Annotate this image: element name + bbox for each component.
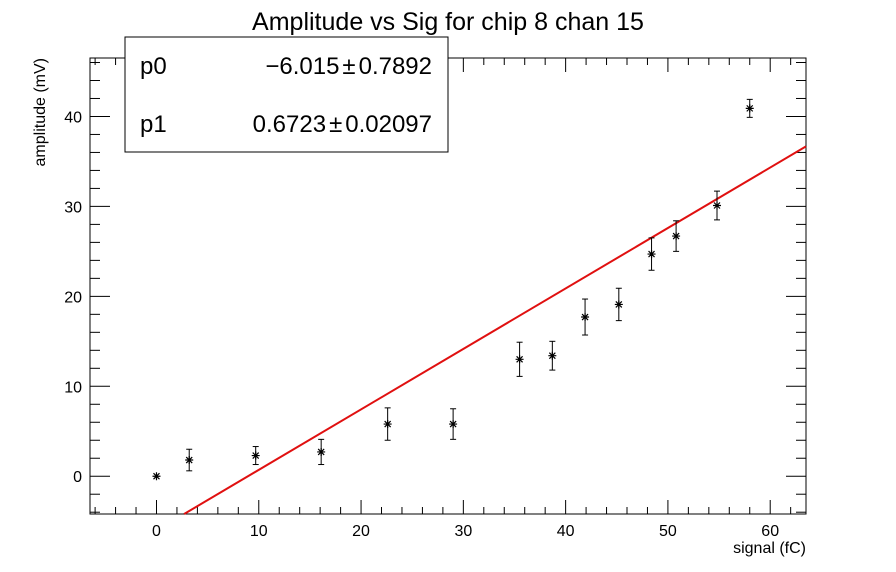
data-point (713, 190, 722, 221)
data-point (614, 287, 623, 322)
star-marker (614, 300, 623, 309)
star-marker (185, 456, 194, 465)
y-tick-label: 20 (64, 289, 82, 306)
x-tick-label: 60 (761, 523, 779, 540)
data-point (647, 237, 656, 271)
stats-p1-value: 0.6723 ±0.02097 (253, 111, 432, 138)
star-marker (515, 355, 524, 364)
x-tick-label: 40 (557, 523, 575, 540)
y-tick-label: 0 (73, 469, 82, 486)
data-point (515, 341, 524, 377)
y-tick-label: 40 (64, 109, 82, 126)
fit-layer (183, 145, 807, 515)
data-point (745, 98, 754, 118)
data-point (581, 298, 590, 336)
stats-p0-name: p0 (140, 53, 167, 80)
data-points (152, 98, 754, 481)
data-point (152, 472, 161, 481)
x-tick-label: 30 (454, 523, 472, 540)
star-marker (672, 232, 681, 241)
star-marker (317, 447, 326, 456)
star-marker (647, 250, 656, 259)
star-marker (581, 313, 590, 322)
data-point (672, 220, 681, 252)
data-point (548, 340, 557, 371)
x-tick-label: 10 (250, 523, 268, 540)
fit-stats-box: p0 −6.015 ±0.7892 p1 0.6723 ±0.02097 (124, 36, 449, 153)
star-marker (449, 420, 458, 429)
x-tick-label: 50 (659, 523, 677, 540)
fit-line (183, 145, 807, 515)
stats-p1-name: p1 (140, 111, 167, 138)
x-tick-label: 20 (352, 523, 370, 540)
data-point (251, 446, 260, 466)
x-axis-label: signal (fC) (733, 540, 806, 557)
star-marker (152, 472, 161, 481)
data-point (383, 407, 392, 441)
y-axis: 0 10 20 30 40 (64, 61, 806, 513)
chart-title: Amplitude vs Sig for chip 8 chan 15 (252, 8, 644, 36)
y-tick-label: 30 (64, 199, 82, 216)
y-axis-label: amplitude (mV) (32, 58, 49, 166)
star-marker (251, 451, 260, 460)
data-point (449, 408, 458, 440)
data-point (317, 438, 326, 466)
star-marker (745, 104, 754, 113)
star-marker (383, 420, 392, 429)
y-tick-label: 10 (64, 379, 82, 396)
data-point (185, 448, 194, 472)
stats-box-frame (124, 36, 449, 153)
star-marker (713, 201, 722, 210)
x-tick-label: 0 (152, 523, 161, 540)
star-marker (548, 351, 557, 360)
stats-p0-value: −6.015 ±0.7892 (265, 53, 432, 80)
